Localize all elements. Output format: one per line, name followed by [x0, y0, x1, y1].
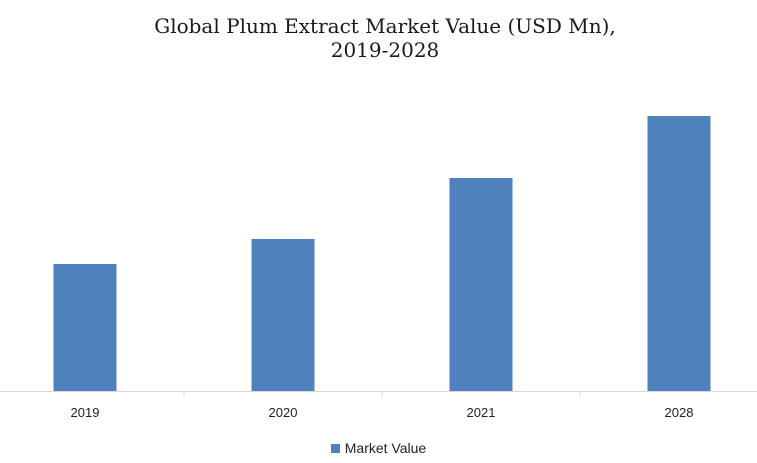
bar-2021 [449, 178, 513, 391]
bar-chart: 2019 2020 2021 2028 [0, 116, 757, 420]
legend: Market Value [0, 440, 757, 456]
x-tick-label-2020: 2020 [269, 405, 298, 420]
chart-title-line-2: 2019-2028 [330, 38, 440, 62]
chart-title: Global Plum Extract Market Value (USD Mn… [0, 14, 757, 62]
x-tick-label-2028: 2028 [665, 405, 694, 420]
x-axis [0, 391, 757, 397]
x-tick-labels: 2019 2020 2021 2028 [71, 405, 694, 420]
legend-label: Market Value [344, 440, 427, 456]
bar-2019 [53, 264, 117, 391]
bar-2028 [647, 116, 711, 391]
x-tick-label-2021: 2021 [467, 405, 496, 420]
x-tick-label-2019: 2019 [71, 405, 100, 420]
legend-swatch [330, 443, 340, 453]
bars-layer [53, 116, 711, 391]
bar-2020 [251, 239, 315, 391]
chart-title-line-1: Global Plum Extract Market Value (USD Mn… [154, 14, 616, 38]
